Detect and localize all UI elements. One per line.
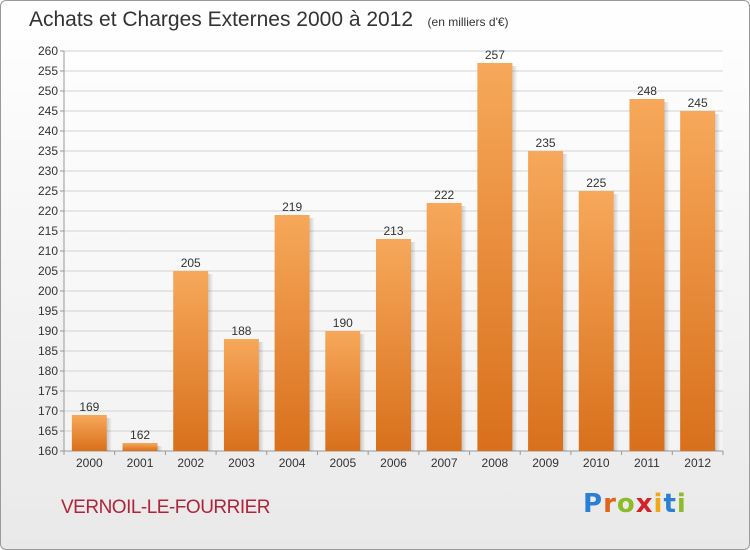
- bar-value-label: 213: [383, 224, 403, 238]
- x-tick-label: 2001: [127, 456, 154, 470]
- bar-value-label: 248: [637, 84, 657, 98]
- proxiti-logo: Proxiti: [583, 489, 687, 519]
- bar-shadow: [563, 154, 569, 451]
- bar-layer: [71, 63, 721, 451]
- bar-2010: [578, 191, 614, 451]
- y-tick-label: 175: [38, 384, 58, 398]
- bar-shadow: [309, 218, 315, 451]
- y-tick-label: 245: [38, 104, 58, 118]
- commune-name: VERNOIL-LE-FOURRIER: [61, 497, 271, 518]
- y-tick-label: 250: [38, 84, 58, 98]
- y-tick-label: 210: [38, 244, 58, 258]
- x-tick-label: 2007: [431, 456, 458, 470]
- y-tick-label: 225: [38, 184, 58, 198]
- y-tick-label: 195: [38, 304, 58, 318]
- bar-shadow: [613, 194, 619, 451]
- chart-unit: (en milliers d'€): [427, 15, 509, 29]
- bar-value-label: 235: [536, 136, 556, 150]
- bar-value-label: 222: [434, 188, 454, 202]
- bar-2008: [477, 63, 513, 451]
- y-tick-label: 200: [38, 284, 58, 298]
- bar-2006: [376, 239, 411, 451]
- bar-2001: [122, 443, 158, 451]
- bar-2009: [528, 151, 564, 451]
- bar-2003: [223, 339, 259, 451]
- x-tick-label: 2002: [177, 456, 204, 470]
- bar-value-label: 162: [130, 428, 150, 442]
- y-tick-label: 205: [38, 264, 58, 278]
- x-tick-label: 2000: [76, 456, 103, 470]
- y-tick-label: 170: [38, 404, 58, 418]
- label-layer: 169 162 205 188 219 190 213 222 257 235 225 248 245: [79, 48, 708, 442]
- y-tick-label: 260: [38, 44, 58, 58]
- bar-value-label: 257: [485, 48, 505, 62]
- y-tick-label: 185: [38, 344, 58, 358]
- x-tick-label: 2011: [634, 456, 660, 470]
- bar-shadow: [664, 102, 670, 451]
- bar-2007: [426, 203, 462, 451]
- y-tick-label: 220: [38, 204, 58, 218]
- bar-shadow: [360, 334, 366, 451]
- bar-value-label: 225: [586, 176, 606, 190]
- x-tick-label: 2012: [684, 456, 711, 470]
- y-tick-label: 235: [38, 144, 58, 158]
- y-tick-label: 160: [38, 444, 58, 458]
- title-row: Achats et Charges Externes 2000 à 2012 (…: [29, 8, 509, 32]
- bar-2002: [173, 271, 209, 451]
- bar-value-label: 169: [79, 400, 99, 414]
- bar-shadow: [411, 242, 416, 451]
- bar-2012: [680, 111, 716, 451]
- y-tick-label: 215: [38, 224, 58, 238]
- bar-shadow: [258, 342, 264, 451]
- y-tick-label: 240: [38, 124, 58, 138]
- bar-2005: [325, 331, 361, 451]
- bar-value-label: 219: [282, 200, 302, 214]
- x-tick-label: 2003: [228, 456, 255, 470]
- x-tick-label: 2005: [329, 456, 356, 470]
- y-tick-label: 165: [38, 424, 58, 438]
- bar-value-label: 190: [333, 316, 353, 330]
- bar-2004: [274, 215, 310, 451]
- bar-value-label: 245: [688, 96, 708, 110]
- y-tick-label: 230: [38, 164, 58, 178]
- x-tick-label: 2009: [532, 456, 559, 470]
- bar-value-label: 205: [181, 256, 201, 270]
- bar-shadow: [461, 206, 467, 451]
- y-tick-label: 190: [38, 324, 58, 338]
- bar-value-label: 188: [231, 324, 251, 338]
- x-tick-label: 2010: [583, 456, 610, 470]
- x-tick-label: 2006: [380, 456, 407, 470]
- bar-2000: [71, 415, 107, 451]
- axis-layer: 160 165 170 175 180 185 190 195 200 205 210 215 220 2…: [38, 44, 724, 470]
- bar-shadow: [106, 418, 112, 451]
- y-tick-label: 255: [38, 64, 58, 78]
- bar-shadow: [715, 114, 721, 451]
- bar-shadow: [512, 66, 518, 451]
- x-tick-label: 2004: [279, 456, 306, 470]
- chart-title: Achats et Charges Externes 2000 à 2012: [29, 8, 414, 31]
- bar-shadow: [157, 446, 163, 451]
- y-tick-label: 180: [38, 364, 58, 378]
- bar-shadow: [208, 274, 214, 451]
- x-tick-label: 2008: [482, 456, 509, 470]
- bar-2011: [629, 99, 665, 451]
